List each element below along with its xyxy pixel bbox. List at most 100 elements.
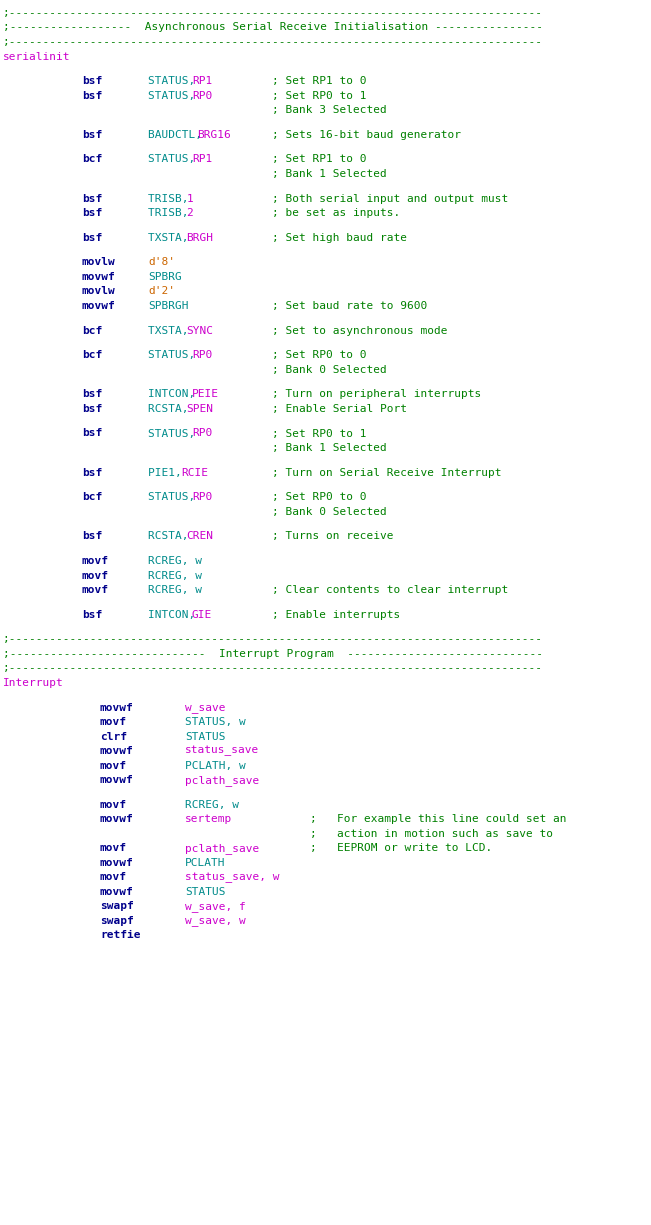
Text: PEIE: PEIE — [192, 390, 219, 399]
Text: STATUS: STATUS — [185, 731, 225, 741]
Text: movwf: movwf — [100, 815, 133, 824]
Text: TXSTA,: TXSTA, — [148, 233, 195, 243]
Text: status_save: status_save — [185, 746, 259, 757]
Text: ; be set as inputs.: ; be set as inputs. — [272, 208, 400, 218]
Text: RCREG, w: RCREG, w — [148, 586, 202, 595]
Text: movwf: movwf — [100, 858, 133, 867]
Text: ;-------------------------------------------------------------------------------: ;---------------------------------------… — [3, 37, 543, 47]
Text: ; Bank 1 Selected: ; Bank 1 Selected — [272, 169, 387, 179]
Text: movf: movf — [82, 571, 109, 581]
Text: STATUS,: STATUS, — [148, 492, 202, 502]
Text: SPBRGH: SPBRGH — [148, 301, 189, 311]
Text: RP1: RP1 — [192, 76, 212, 86]
Text: bcf: bcf — [82, 492, 102, 502]
Text: movwf: movwf — [100, 887, 133, 897]
Text: BRGH: BRGH — [186, 233, 214, 243]
Text: 2: 2 — [186, 208, 193, 218]
Text: bsf: bsf — [82, 429, 102, 439]
Text: 1: 1 — [186, 194, 193, 203]
Text: bsf: bsf — [82, 194, 102, 203]
Text: movwf: movwf — [82, 301, 116, 311]
Text: STATUS,: STATUS, — [148, 91, 202, 100]
Text: INTCON,: INTCON, — [148, 610, 202, 620]
Text: ;-------------------------------------------------------------------------------: ;---------------------------------------… — [3, 9, 543, 18]
Text: ; Set RP0 to 1: ; Set RP0 to 1 — [272, 91, 367, 100]
Text: ; Bank 3 Selected: ; Bank 3 Selected — [272, 105, 387, 115]
Text: movwf: movwf — [100, 703, 133, 713]
Text: movf: movf — [100, 800, 127, 810]
Text: pclath_save: pclath_save — [185, 843, 259, 854]
Text: movlw: movlw — [82, 257, 116, 267]
Text: ;-------------------------------------------------------------------------------: ;---------------------------------------… — [3, 635, 543, 644]
Text: bcf: bcf — [82, 350, 102, 360]
Text: bsf: bsf — [82, 233, 102, 243]
Text: PCLATH, w: PCLATH, w — [185, 761, 245, 771]
Text: TRISB,: TRISB, — [148, 208, 195, 218]
Text: GIE: GIE — [192, 610, 212, 620]
Text: ; Set RP1 to 0: ; Set RP1 to 0 — [272, 154, 367, 164]
Text: pclath_save: pclath_save — [185, 775, 259, 786]
Text: Interrupt: Interrupt — [3, 677, 64, 688]
Text: BRG16: BRG16 — [197, 130, 231, 140]
Text: movlw: movlw — [82, 287, 116, 296]
Text: BAUDCTL,: BAUDCTL, — [148, 130, 209, 140]
Text: bcf: bcf — [82, 326, 102, 336]
Text: movwf: movwf — [82, 272, 116, 282]
Text: bsf: bsf — [82, 404, 102, 414]
Text: TXSTA,: TXSTA, — [148, 326, 195, 336]
Text: ;------------------  Asynchronous Serial Receive Initialisation ----------------: ;------------------ Asynchronous Serial … — [3, 22, 543, 33]
Text: ; Set baud rate to 9600: ; Set baud rate to 9600 — [272, 301, 427, 311]
Text: ; Bank 1 Selected: ; Bank 1 Selected — [272, 443, 387, 453]
Text: ; Bank 0 Selected: ; Bank 0 Selected — [272, 507, 387, 517]
Text: w_save: w_save — [185, 703, 225, 713]
Text: RCSTA,: RCSTA, — [148, 532, 195, 541]
Text: ; Both serial input and output must: ; Both serial input and output must — [272, 194, 508, 203]
Text: RP0: RP0 — [192, 492, 212, 502]
Text: RP0: RP0 — [192, 91, 212, 100]
Text: swapf: swapf — [100, 916, 133, 926]
Text: PCLATH: PCLATH — [185, 858, 225, 867]
Text: movf: movf — [100, 761, 127, 771]
Text: ; Enable interrupts: ; Enable interrupts — [272, 610, 400, 620]
Text: ;   EEPROM or write to LCD.: ; EEPROM or write to LCD. — [310, 843, 492, 853]
Text: ; Set high baud rate: ; Set high baud rate — [272, 233, 407, 243]
Text: status_save, w: status_save, w — [185, 872, 279, 882]
Text: ;   For example this line could set an: ; For example this line could set an — [310, 815, 566, 824]
Text: bsf: bsf — [82, 390, 102, 399]
Text: bcf: bcf — [82, 154, 102, 164]
Text: STATUS,: STATUS, — [148, 429, 202, 439]
Text: movf: movf — [100, 843, 127, 853]
Text: ; Set RP0 to 1: ; Set RP0 to 1 — [272, 429, 367, 439]
Text: movf: movf — [100, 872, 127, 882]
Text: retfie: retfie — [100, 930, 141, 941]
Text: ;-------------------------------------------------------------------------------: ;---------------------------------------… — [3, 664, 543, 674]
Text: INTCON,: INTCON, — [148, 390, 202, 399]
Text: movwf: movwf — [100, 746, 133, 756]
Text: ;-----------------------------  Interrupt Program  -----------------------------: ;----------------------------- Interrupt… — [3, 649, 543, 659]
Text: PIE1,: PIE1, — [148, 468, 189, 478]
Text: bsf: bsf — [82, 130, 102, 140]
Text: ; Clear contents to clear interrupt: ; Clear contents to clear interrupt — [272, 586, 508, 595]
Text: ; Turn on Serial Receive Interrupt: ; Turn on Serial Receive Interrupt — [272, 468, 501, 478]
Text: w_save, f: w_save, f — [185, 902, 245, 913]
Text: bsf: bsf — [82, 532, 102, 541]
Text: RCREG, w: RCREG, w — [148, 556, 202, 566]
Text: bsf: bsf — [82, 610, 102, 620]
Text: ; Set RP0 to 0: ; Set RP0 to 0 — [272, 492, 367, 502]
Text: RP0: RP0 — [192, 429, 212, 439]
Text: bsf: bsf — [82, 468, 102, 478]
Text: RCSTA,: RCSTA, — [148, 404, 195, 414]
Text: SYNC: SYNC — [186, 326, 214, 336]
Text: CREN: CREN — [186, 532, 214, 541]
Text: ; Set RP1 to 0: ; Set RP1 to 0 — [272, 76, 367, 86]
Text: RCIE: RCIE — [181, 468, 208, 478]
Text: RP1: RP1 — [192, 154, 212, 164]
Text: ; Turn on peripheral interrupts: ; Turn on peripheral interrupts — [272, 390, 481, 399]
Text: bsf: bsf — [82, 76, 102, 86]
Text: ; Set to asynchronous mode: ; Set to asynchronous mode — [272, 326, 447, 336]
Text: STATUS,: STATUS, — [148, 350, 202, 360]
Text: ; Turns on receive: ; Turns on receive — [272, 532, 393, 541]
Text: movf: movf — [82, 556, 109, 566]
Text: sertemp: sertemp — [185, 815, 232, 824]
Text: STATUS: STATUS — [185, 887, 225, 897]
